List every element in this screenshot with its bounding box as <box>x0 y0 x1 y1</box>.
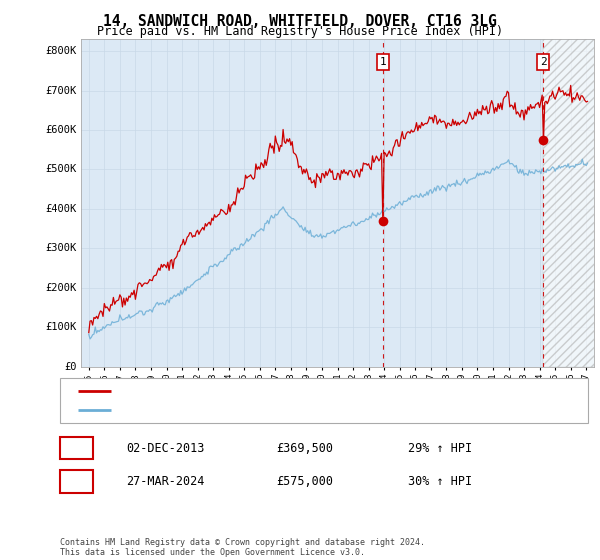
Text: £300K: £300K <box>46 244 77 253</box>
Text: 14, SANDWICH ROAD, WHITFIELD, DOVER, CT16 3LG (detached house): 14, SANDWICH ROAD, WHITFIELD, DOVER, CT1… <box>117 385 481 395</box>
Text: 29% ↑ HPI: 29% ↑ HPI <box>408 441 472 455</box>
Text: 27-MAR-2024: 27-MAR-2024 <box>126 475 205 488</box>
Text: £400K: £400K <box>46 204 77 214</box>
Text: £369,500: £369,500 <box>276 441 333 455</box>
Text: £600K: £600K <box>46 125 77 135</box>
Text: 30% ↑ HPI: 30% ↑ HPI <box>408 475 472 488</box>
Text: £200K: £200K <box>46 283 77 293</box>
Text: £700K: £700K <box>46 86 77 96</box>
Text: 2: 2 <box>540 57 547 67</box>
Text: Contains HM Land Registry data © Crown copyright and database right 2024.
This d: Contains HM Land Registry data © Crown c… <box>60 538 425 557</box>
Text: £0: £0 <box>64 362 77 372</box>
Text: 1: 1 <box>73 441 80 455</box>
Text: £100K: £100K <box>46 323 77 332</box>
Text: 2: 2 <box>73 475 80 488</box>
Text: Price paid vs. HM Land Registry's House Price Index (HPI): Price paid vs. HM Land Registry's House … <box>97 25 503 38</box>
Text: 02-DEC-2013: 02-DEC-2013 <box>126 441 205 455</box>
Text: £800K: £800K <box>46 46 77 56</box>
Text: HPI: Average price, detached house, Dover: HPI: Average price, detached house, Dove… <box>117 405 358 416</box>
Text: 1: 1 <box>380 57 386 67</box>
Text: £500K: £500K <box>46 165 77 175</box>
Text: 14, SANDWICH ROAD, WHITFIELD, DOVER, CT16 3LG: 14, SANDWICH ROAD, WHITFIELD, DOVER, CT1… <box>103 14 497 29</box>
Text: £575,000: £575,000 <box>276 475 333 488</box>
